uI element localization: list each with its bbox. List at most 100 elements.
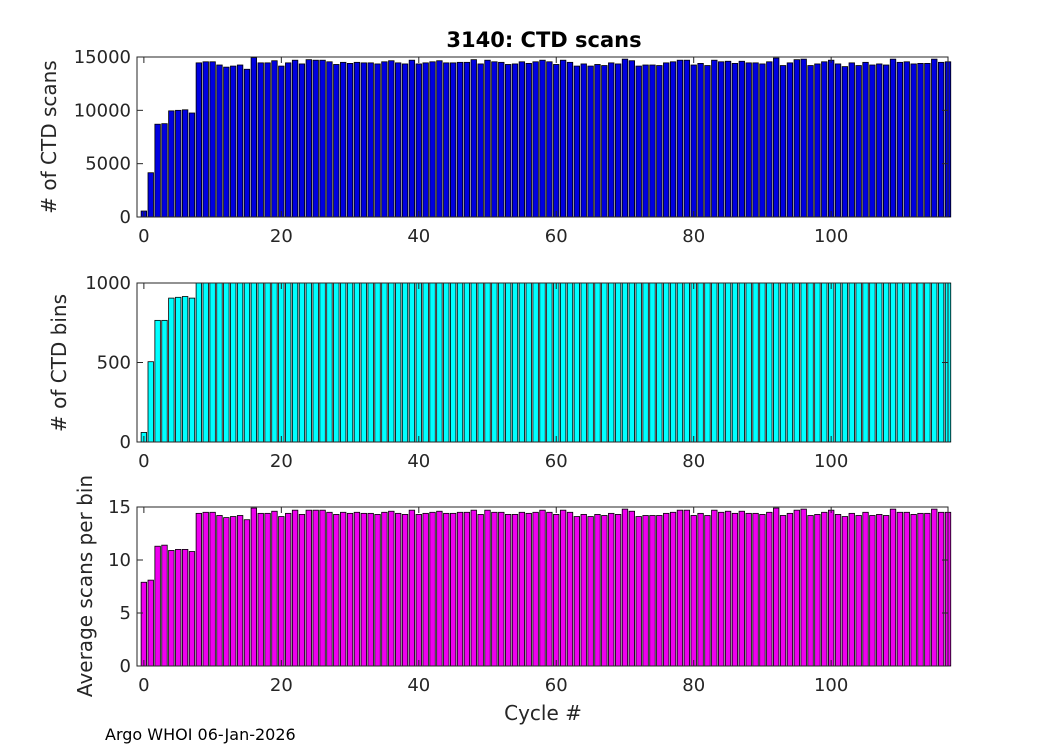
bar-cycle-41 bbox=[422, 62, 429, 218]
bar-cycle-93 bbox=[779, 282, 787, 443]
bar-cycle-42 bbox=[429, 282, 436, 443]
bar-cycle-95 bbox=[793, 59, 800, 218]
bar-cycle-9 bbox=[202, 61, 209, 218]
bar-cycle-34 bbox=[374, 63, 381, 218]
bar-cycle-107 bbox=[876, 514, 883, 667]
bar-cycle-39 bbox=[408, 282, 416, 443]
bar-cycle-5 bbox=[175, 549, 182, 667]
bar-cycle-14 bbox=[236, 282, 244, 443]
bar-cycle-37 bbox=[395, 282, 402, 443]
bar-cycle-23 bbox=[298, 63, 306, 218]
bar-cycle-40 bbox=[415, 282, 422, 443]
bar-cycle-50 bbox=[484, 282, 491, 443]
bar-cycle-18 bbox=[264, 62, 271, 218]
bar-cycle-24 bbox=[305, 282, 312, 443]
x-tick-label: 20 bbox=[270, 226, 293, 247]
bar-cycle-52 bbox=[498, 511, 505, 667]
panel-ctd-scans: 3140: CTD scans # of CTD scans 0 20 40 60 80… bbox=[37, 28, 952, 247]
bar-cycle-70 bbox=[621, 282, 629, 443]
bar-cycle-58 bbox=[539, 282, 546, 443]
bar-cycle-87 bbox=[738, 60, 745, 218]
bar-cycle-34 bbox=[374, 282, 381, 443]
bar-cycle-43 bbox=[436, 282, 443, 443]
bar-cycle-18 bbox=[264, 512, 271, 667]
bar-cycle-10 bbox=[209, 282, 216, 443]
bar-cycle-29 bbox=[340, 61, 347, 218]
bar-cycle-44 bbox=[443, 512, 450, 667]
bar-cycle-26 bbox=[319, 509, 326, 667]
bar-cycle-31 bbox=[353, 61, 361, 218]
bar-cycle-63 bbox=[573, 282, 581, 443]
bar-cycle-4 bbox=[168, 297, 175, 443]
bar-cycle-33 bbox=[367, 512, 374, 667]
bar-cycle-106 bbox=[869, 64, 876, 218]
bar-cycle-79 bbox=[683, 509, 690, 667]
bar-cycle-83 bbox=[711, 282, 718, 443]
bar-cycle-77 bbox=[669, 511, 677, 667]
chart-title: 3140: CTD scans bbox=[446, 28, 641, 52]
bar-cycle-97 bbox=[807, 65, 814, 218]
bar-cycle-68 bbox=[608, 512, 615, 667]
bar-cycle-89 bbox=[752, 282, 759, 443]
bar-cycle-59 bbox=[546, 511, 553, 667]
bar-cycle-17 bbox=[257, 282, 264, 443]
bar-cycle-107 bbox=[876, 282, 883, 443]
y-axis-label-scans: # of CTD scans bbox=[37, 60, 61, 213]
bar-cycle-15 bbox=[243, 519, 251, 667]
bar-cycle-10 bbox=[209, 511, 216, 667]
bar-cycle-90 bbox=[759, 63, 766, 218]
bar-cycle-62 bbox=[566, 61, 574, 218]
bar-cycle-36 bbox=[388, 510, 395, 667]
bar-cycle-74 bbox=[649, 515, 656, 667]
x-tick-label: 0 bbox=[138, 451, 149, 472]
bar-cycle-23 bbox=[298, 282, 306, 443]
bar-cycle-43 bbox=[436, 510, 443, 667]
bar-cycle-91 bbox=[766, 61, 773, 218]
bar-cycle-90 bbox=[759, 282, 766, 443]
bar-cycle-68 bbox=[608, 282, 615, 443]
bar-cycle-106 bbox=[869, 515, 876, 667]
bar-cycle-74 bbox=[649, 64, 656, 218]
bar-cycle-23 bbox=[298, 514, 306, 667]
bar-cycle-97 bbox=[807, 282, 814, 443]
bar-cycle-25 bbox=[312, 509, 319, 667]
y-axis-label-avg: Average scans per bin bbox=[73, 475, 97, 697]
y-tick-label: 10000 bbox=[74, 100, 131, 121]
bar-cycle-52 bbox=[498, 61, 505, 218]
bar-cycle-38 bbox=[401, 282, 409, 443]
bar-cycle-0 bbox=[140, 581, 148, 667]
bar-cycle-47 bbox=[463, 61, 471, 218]
bar-cycle-88 bbox=[745, 282, 752, 443]
bar-cycle-22 bbox=[291, 59, 299, 218]
bar-cycle-59 bbox=[546, 282, 553, 443]
bar-cycle-48 bbox=[470, 59, 477, 218]
bar-cycle-45 bbox=[450, 62, 457, 218]
bar-cycle-4 bbox=[168, 550, 175, 667]
bar-cycle-96 bbox=[800, 58, 807, 218]
bar-cycle-72 bbox=[635, 282, 642, 443]
bar-cycle-85 bbox=[724, 282, 732, 443]
bar-cycle-71 bbox=[628, 282, 635, 443]
bar-cycle-38 bbox=[401, 63, 409, 218]
y-tick-label: 500 bbox=[97, 353, 131, 374]
x-tick-label: 0 bbox=[138, 675, 149, 696]
bar-cycle-28 bbox=[333, 64, 340, 218]
bar-cycle-2 bbox=[154, 123, 161, 218]
bar-cycle-94 bbox=[786, 282, 794, 443]
bar-cycle-42 bbox=[429, 511, 436, 667]
bar-cycle-81 bbox=[697, 282, 704, 443]
x-tick-label: 80 bbox=[682, 451, 705, 472]
bar-cycle-99 bbox=[821, 282, 828, 443]
bar-cycle-86 bbox=[731, 282, 739, 443]
bar-cycle-66 bbox=[594, 514, 601, 667]
bar-cycle-65 bbox=[587, 516, 594, 667]
bar-cycle-26 bbox=[319, 59, 326, 218]
bar-cycle-7 bbox=[188, 551, 196, 667]
bar-cycle-61 bbox=[559, 509, 567, 667]
bar-cycle-100 bbox=[828, 59, 835, 218]
bar-cycle-69 bbox=[614, 282, 622, 443]
bar-cycle-7 bbox=[188, 297, 196, 443]
bar-cycle-5 bbox=[175, 109, 182, 218]
axes-box bbox=[136, 506, 949, 667]
bar-cycle-88 bbox=[745, 512, 752, 667]
